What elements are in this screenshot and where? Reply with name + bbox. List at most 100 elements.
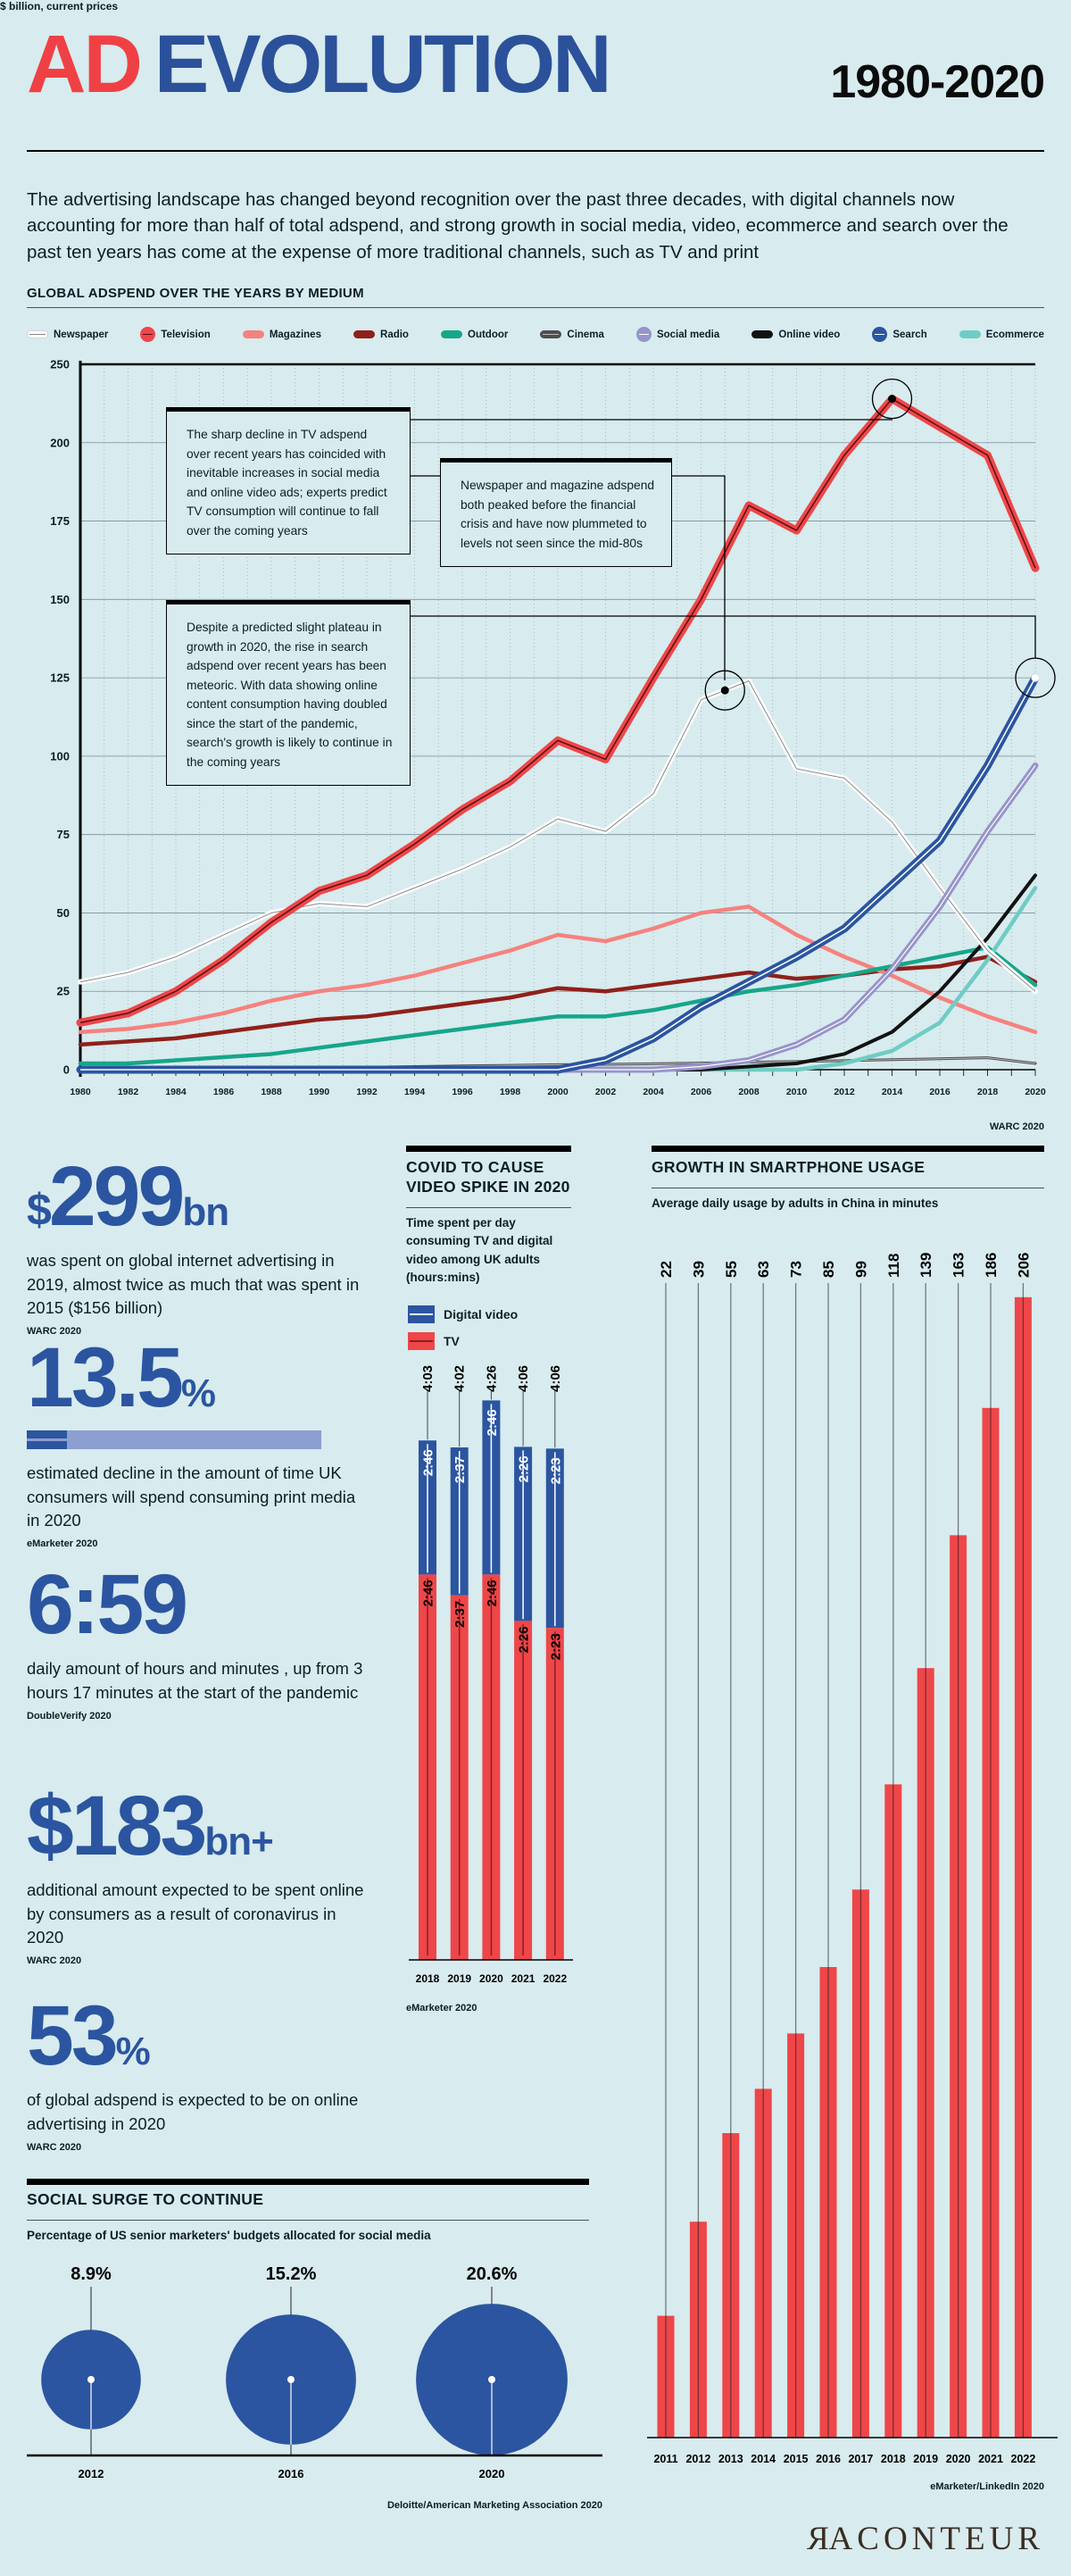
marker-dot <box>888 395 896 404</box>
covid-section-rule <box>406 1207 571 1208</box>
series-outdoor <box>78 945 1038 1066</box>
legend-label: Magazines <box>269 329 321 340</box>
legend-item-magazines: Magazines <box>242 329 321 340</box>
legend-swatch <box>872 327 888 342</box>
stat-source: WARC 2020 <box>27 1955 82 1967</box>
stat-value: $299bn <box>27 1149 229 1244</box>
covid-legend-swatch <box>408 1332 435 1350</box>
legend-swatch <box>635 327 652 342</box>
legend-label: Cinema <box>567 329 604 340</box>
percent-bar <box>27 1430 321 1450</box>
digital-label: 2:23 <box>548 1457 563 1484</box>
covid-section-title: COVID TO CAUSE VIDEO SPIKE IN 2020 <box>406 1158 570 1196</box>
adspend-source: WARC 2020 <box>989 1121 1044 1132</box>
svg-text:1998: 1998 <box>500 1087 521 1097</box>
value-label: 85 <box>820 1261 837 1278</box>
page-title: AD EVOLUTION 1980-2020 <box>27 18 1045 125</box>
year-label: 2020 <box>946 2453 971 2465</box>
tv-label: 2:37 <box>452 1601 468 1628</box>
stat-caption: additional amount expected to be spent o… <box>27 1880 364 1947</box>
year-label: 2012 <box>79 2467 104 2480</box>
annotation-newspaper-peak: Newspaper and magazine adspend both peak… <box>440 458 672 568</box>
legend-item-outdoor: Outdoor <box>441 329 508 340</box>
year-label: 2019 <box>913 2453 938 2465</box>
title-evolution: EVOLUTION <box>154 19 612 110</box>
smartphone-section-bar <box>652 1146 1044 1152</box>
legend-item-social-media: Social media <box>635 327 720 342</box>
digital-label: 2:26 <box>517 1455 532 1482</box>
title-ad: AD <box>27 19 143 110</box>
stat-value: 53% <box>27 1988 151 2083</box>
year-label: 2020 <box>479 1972 503 1985</box>
legend-item-cinema: Cinema <box>540 329 604 340</box>
intro-text: The advertising landscape has changed be… <box>27 188 1009 263</box>
svg-text:2014: 2014 <box>882 1087 903 1097</box>
year-label: 2011 <box>653 2453 677 2465</box>
percent-bar-fill <box>27 1430 67 1450</box>
value-label: 139 <box>917 1253 934 1278</box>
marker-circle <box>871 378 913 420</box>
adspend-section-title: GLOBAL ADSPEND OVER THE YEARS BY MEDIUM <box>27 286 364 301</box>
annotation-tv-decline: The sharp decline in TV adspend over rec… <box>166 407 411 555</box>
value-label: 163 <box>951 1253 967 1278</box>
x-axis: 1980 1982 1984 1986 1988 1990 1992 1994 1996 1998… <box>70 1070 1046 1097</box>
svg-text:2000: 2000 <box>547 1087 569 1097</box>
value-label: 63 <box>755 1261 772 1278</box>
svg-text:2006: 2006 <box>691 1087 712 1097</box>
legend-label: Social media <box>656 329 720 340</box>
svg-text:1982: 1982 <box>118 1087 139 1097</box>
covid-legend: Digital video TV <box>408 1305 518 1350</box>
tv-label: 2:46 <box>485 1580 500 1606</box>
legend-swatch <box>959 330 981 338</box>
adspend-section-rule <box>27 307 1044 308</box>
stat-source: DoubleVerify 2020 <box>27 1710 112 1722</box>
year-label: 2021 <box>511 1972 536 1985</box>
legend-swatch <box>441 330 462 338</box>
covid-source: eMarketer 2020 <box>406 2003 477 2013</box>
value-label: 118 <box>885 1254 902 1278</box>
smartphone-section-title: GROWTH IN SMARTPHONE USAGE <box>652 1158 926 1176</box>
adspend-legend: Newspaper Television Magazines Radio Outdoor… <box>27 327 1044 342</box>
legend-swatch <box>353 330 376 338</box>
smartphone-subtitle: Average daily usage by adults in China i… <box>652 1196 939 1210</box>
social-section-rule <box>27 2220 589 2221</box>
svg-text:1980: 1980 <box>70 1087 91 1097</box>
legend-swatch <box>140 327 156 342</box>
svg-text:2002: 2002 <box>595 1087 617 1097</box>
year-label: 2022 <box>1010 2453 1035 2465</box>
stat-internet-adspend: $299bn was spent on global internet adve… <box>27 1149 393 1338</box>
tv-label: 2:23 <box>548 1633 563 1660</box>
svg-text:100: 100 <box>50 749 70 763</box>
svg-text:25: 25 <box>57 985 70 998</box>
percent-label: 8.9% <box>71 2264 112 2284</box>
value-label: 186 <box>983 1253 1000 1278</box>
year-label: 2018 <box>416 1972 440 1985</box>
legend-item-newspaper: Newspaper <box>27 329 108 340</box>
year-label: 2022 <box>543 1972 567 1985</box>
smartphone-bar-chart: 22 2011 39 2012 55 2013 63 2014 73 2015 85 2016 99 20… <box>647 1253 1058 2492</box>
svg-text:2018: 2018 <box>977 1087 999 1097</box>
svg-text:2020: 2020 <box>1025 1087 1046 1097</box>
legend-label: Ecommerce <box>985 329 1044 340</box>
total-label: 4:06 <box>516 1365 531 1392</box>
year-label: 2021 <box>978 2453 1003 2465</box>
legend-swatch <box>242 330 264 338</box>
value-label: 73 <box>788 1261 805 1278</box>
svg-text:0: 0 <box>63 1063 70 1077</box>
stat-online-spend: $183bn+ additional amount expected to be… <box>27 1779 393 1967</box>
legend-label: Search <box>892 329 927 340</box>
stat-value: $183bn+ <box>27 1779 274 1873</box>
raconteur-logo: RACONTEUR <box>801 2521 1044 2557</box>
social-section-bar <box>27 2179 589 2185</box>
legend-item-online-video: Online video <box>751 329 840 340</box>
stat-value: 6:59 <box>27 1557 188 1652</box>
year-label: 2017 <box>848 2453 873 2465</box>
digital-label: 2:46 <box>485 1409 500 1436</box>
covid-stacked-bar-chart: 4:03 2:46 2:46 2018 4:02 2:37 2:37 2019 4:26 2:46… <box>406 1365 573 2013</box>
covid-section-bar <box>406 1146 571 1152</box>
social-bubble-chart: 8.9% 2012 15.2% 2016 20.6% 2020 Deloitte/Ameri… <box>27 2264 602 2511</box>
covid-legend-item-tv: TV <box>408 1332 518 1350</box>
svg-text:150: 150 <box>50 593 70 606</box>
